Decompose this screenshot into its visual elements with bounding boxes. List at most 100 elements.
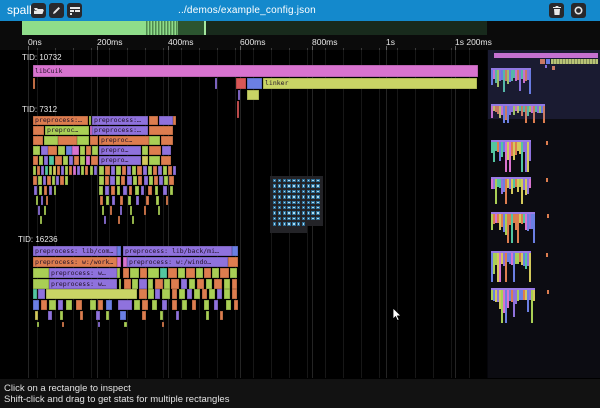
flame-rect[interactable] [136, 196, 139, 205]
flame-rect[interactable] [92, 146, 98, 155]
flame-rect[interactable] [122, 166, 126, 175]
flame-rect[interactable] [117, 257, 121, 267]
flame-rect[interactable] [80, 311, 83, 320]
flame-rect[interactable] [186, 268, 195, 278]
flame-rect[interactable] [214, 300, 218, 310]
flame-rect[interactable] [117, 246, 121, 256]
flame-rect[interactable] [189, 279, 195, 289]
flame-rect[interactable] [149, 156, 160, 165]
flame-rect[interactable] [202, 289, 207, 299]
flame-rect[interactable] [33, 289, 37, 299]
flame-rect[interactable] [164, 279, 170, 289]
flame-rect[interactable] [38, 289, 45, 299]
flame-rect[interactable] [98, 300, 103, 310]
flame-rect[interactable] [40, 216, 42, 224]
flame-rect[interactable] [106, 311, 109, 320]
flame-rect[interactable] [110, 206, 112, 215]
flame-rect[interactable] [91, 156, 98, 165]
flame-rect[interactable] [160, 311, 163, 320]
flame-rect[interactable] [172, 300, 177, 310]
flame-rect[interactable] [58, 300, 63, 310]
flame-rect[interactable] [69, 156, 73, 165]
flame-rect[interactable] [47, 176, 51, 185]
flame-rect[interactable] [49, 300, 56, 310]
flame-rect[interactable] [170, 186, 173, 195]
flame-rect[interactable] [156, 196, 159, 205]
flame-rect[interactable] [37, 166, 40, 175]
flame-rect[interactable] [142, 300, 148, 310]
flame-rect[interactable] [53, 166, 56, 175]
flame-rect[interactable] [69, 166, 72, 175]
flame-rect[interactable] [148, 166, 152, 175]
flame-rect[interactable] [173, 166, 176, 175]
flame-rect[interactable] [111, 166, 115, 175]
flame-rect[interactable] [171, 279, 179, 289]
flame-rect[interactable] [105, 176, 109, 185]
flame-rect[interactable] [45, 166, 48, 175]
flame-rect[interactable] [132, 216, 134, 224]
flame-rect[interactable]: preproc… [99, 136, 149, 145]
flame-rect[interactable] [220, 268, 229, 278]
flame-rect[interactable] [104, 216, 106, 224]
flame-rect[interactable] [100, 196, 103, 205]
chart-button[interactable] [67, 3, 82, 18]
flame-rect[interactable] [37, 322, 39, 327]
flame-rect[interactable] [65, 176, 68, 185]
flame-rect[interactable] [43, 176, 46, 185]
flame-rect[interactable] [66, 146, 72, 155]
flame-rect[interactable] [120, 196, 123, 205]
flame-rect[interactable] [164, 176, 168, 185]
flame-rect[interactable] [110, 176, 115, 185]
flame-rect[interactable] [128, 196, 131, 205]
open-file-button[interactable] [31, 3, 46, 18]
flame-rect[interactable] [33, 279, 49, 289]
minimap[interactable] [487, 50, 600, 378]
flame-rect[interactable] [33, 268, 49, 278]
activity-strip[interactable] [0, 21, 600, 35]
flame-rect[interactable] [149, 176, 153, 185]
flame-rect[interactable] [102, 206, 104, 215]
flame-rect[interactable] [72, 146, 79, 155]
flame-rect[interactable] [44, 136, 58, 145]
flame-rect[interactable] [33, 146, 40, 155]
flame-rect[interactable] [98, 322, 100, 327]
flame-rect[interactable] [209, 289, 215, 299]
flame-rect[interactable] [44, 206, 46, 215]
flame-panel[interactable]: TID: 10732 libCuik linker TID: 7312 preproce… [0, 50, 487, 378]
flame-rect[interactable] [106, 300, 112, 310]
flame-rect[interactable] [129, 186, 132, 195]
flame-rect[interactable]: linker [263, 78, 477, 89]
flame-rect[interactable] [33, 126, 44, 135]
flame-rect[interactable] [168, 268, 177, 278]
flame-rect[interactable] [166, 196, 168, 205]
flame-rect[interactable] [146, 196, 149, 205]
flame-rect[interactable] [80, 156, 85, 165]
flame-rect[interactable] [94, 166, 97, 175]
flame-rect[interactable] [119, 279, 121, 289]
flame-rect[interactable] [46, 196, 48, 205]
flame-rect[interactable] [159, 116, 173, 125]
flame-rect[interactable] [182, 300, 187, 310]
flame-rect[interactable] [130, 206, 132, 215]
flame-rect[interactable] [60, 176, 64, 185]
flame-rect[interactable] [66, 300, 72, 310]
flame-rect[interactable] [214, 279, 222, 289]
flame-rect[interactable] [143, 166, 147, 175]
flame-rect[interactable] [120, 206, 122, 215]
flame-rect[interactable] [106, 196, 109, 205]
edit-button[interactable] [49, 3, 64, 18]
flame-rect[interactable] [153, 166, 157, 175]
flame-rect[interactable] [58, 136, 77, 145]
flame-rect[interactable] [33, 78, 35, 89]
flame-rect[interactable] [48, 311, 52, 320]
flame-rect[interactable] [121, 176, 125, 185]
flame-rect[interactable] [123, 268, 129, 278]
flame-rect[interactable] [168, 166, 172, 175]
flame-rect[interactable] [96, 311, 100, 320]
flame-rect[interactable] [49, 166, 52, 175]
flame-rect[interactable] [178, 268, 185, 278]
flame-rect[interactable] [230, 268, 237, 278]
flame-rect[interactable] [38, 206, 40, 215]
flame-rect[interactable] [149, 116, 158, 125]
flame-rect[interactable] [232, 279, 237, 289]
